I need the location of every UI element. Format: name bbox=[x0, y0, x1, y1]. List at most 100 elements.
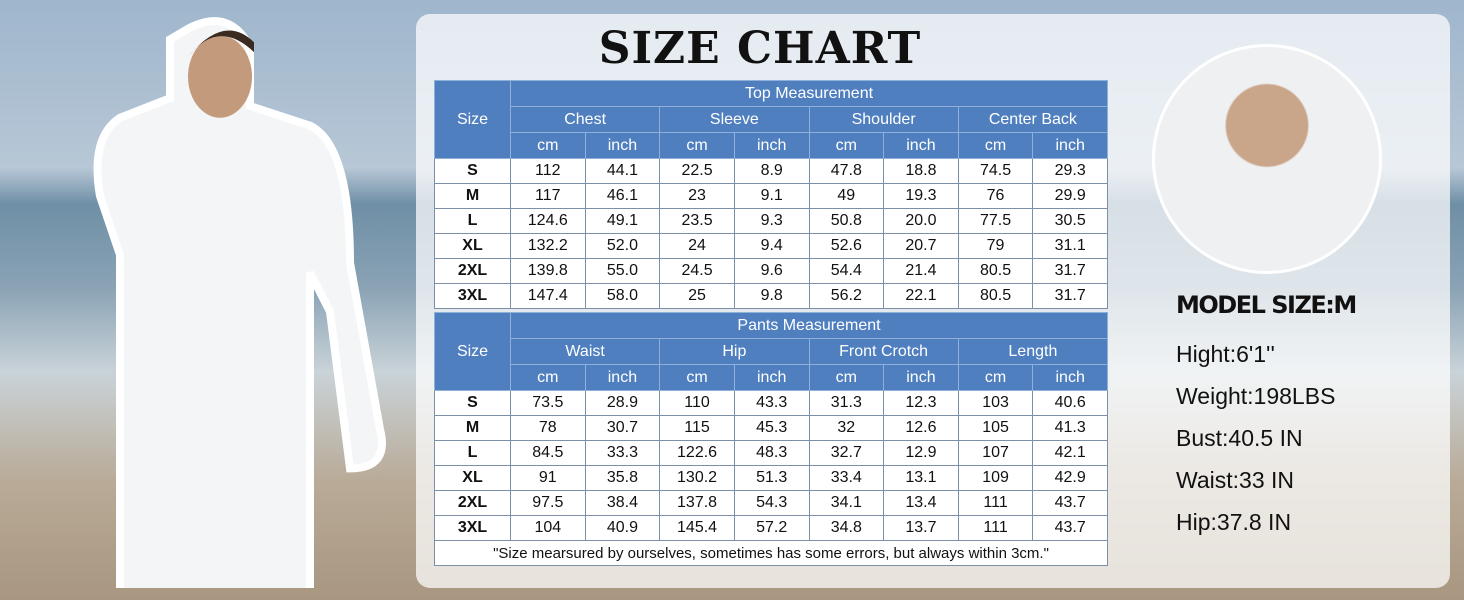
unit-header: inch bbox=[733, 132, 810, 159]
cell-value: 13.4 bbox=[883, 490, 959, 516]
cell-value: 107 bbox=[957, 440, 1034, 466]
table-row: L 124.6 49.1 23.5 9.3 50.8 20.0 77.5 30.5 bbox=[434, 208, 1108, 234]
cell-value: 20.7 bbox=[883, 233, 959, 259]
cell-value: 111 bbox=[957, 490, 1034, 516]
cell-value: 33.4 bbox=[808, 465, 885, 491]
cell-value: 32 bbox=[808, 415, 885, 441]
unit-header: inch bbox=[584, 364, 661, 391]
cell-value: 104 bbox=[510, 515, 586, 541]
size-header: Size bbox=[434, 80, 511, 159]
column-header: Hip bbox=[659, 338, 810, 365]
cell-value: 31.3 bbox=[808, 390, 885, 416]
cell-value: 54.4 bbox=[808, 258, 885, 284]
cell-value: 80.5 bbox=[957, 283, 1034, 309]
cell-value: 52.0 bbox=[584, 233, 661, 259]
page-title: SIZE CHART bbox=[598, 23, 922, 74]
cell-value: 84.5 bbox=[510, 440, 586, 466]
cell-value: 49.1 bbox=[584, 208, 661, 234]
model-stat: Bust:40.5 IN bbox=[1176, 425, 1303, 451]
size-cell: L bbox=[434, 440, 511, 466]
cell-value: 58.0 bbox=[584, 283, 661, 309]
cell-value: 115 bbox=[659, 415, 735, 441]
cell-value: 22.1 bbox=[883, 283, 959, 309]
unit-header: cm bbox=[510, 364, 586, 391]
cell-value: 43.7 bbox=[1032, 515, 1108, 541]
pants-measurement-table: Size Pants Measurement Waist Hip Front Crotc… bbox=[434, 312, 1109, 566]
model-stat: Hight:6'1'' bbox=[1176, 341, 1275, 367]
table-row: L 84.5 33.3 122.6 48.3 32.7 12.9 107 42.1 bbox=[434, 440, 1108, 466]
table-row: S 112 44.1 22.5 8.9 47.8 18.8 74.5 29.3 bbox=[434, 158, 1108, 184]
cell-value: 31.7 bbox=[1032, 258, 1108, 284]
cell-value: 9.6 bbox=[733, 258, 810, 284]
unit-header: cm bbox=[808, 132, 885, 159]
cell-value: 78 bbox=[510, 415, 586, 441]
cell-value: 29.3 bbox=[1032, 158, 1108, 184]
size-cell: S bbox=[434, 390, 511, 416]
cell-value: 40.6 bbox=[1032, 390, 1108, 416]
cell-value: 46.1 bbox=[584, 183, 661, 209]
cell-value: 32.7 bbox=[808, 440, 885, 466]
cell-value: 30.5 bbox=[1032, 208, 1108, 234]
section-heading: Top Measurement bbox=[510, 80, 1108, 107]
cell-value: 147.4 bbox=[510, 283, 586, 309]
model-stat: Weight:198LBS bbox=[1176, 383, 1336, 409]
unit-header: cm bbox=[957, 132, 1034, 159]
cell-value: 122.6 bbox=[659, 440, 735, 466]
size-cell: 2XL bbox=[434, 490, 511, 516]
cell-value: 9.3 bbox=[733, 208, 810, 234]
column-header: Chest bbox=[509, 106, 661, 133]
cell-value: 117 bbox=[510, 183, 586, 209]
cell-value: 19.3 bbox=[883, 183, 959, 209]
cell-value: 40.9 bbox=[584, 515, 661, 541]
cell-value: 23 bbox=[659, 183, 735, 209]
cell-value: 132.2 bbox=[510, 233, 586, 259]
unit-header: cm bbox=[659, 132, 735, 159]
cell-value: 9.4 bbox=[733, 233, 810, 259]
cell-value: 57.2 bbox=[733, 515, 810, 541]
cell-value: 8.9 bbox=[733, 158, 810, 184]
section-heading: Pants Measurement bbox=[510, 312, 1108, 339]
unit-header: inch bbox=[883, 364, 959, 391]
cell-value: 34.8 bbox=[808, 515, 885, 541]
size-header: Size bbox=[434, 312, 511, 391]
cell-value: 42.9 bbox=[1032, 465, 1108, 491]
cell-value: 74.5 bbox=[957, 158, 1034, 184]
cell-value: 91 bbox=[510, 465, 586, 491]
cell-value: 18.8 bbox=[883, 158, 959, 184]
column-header: Center Back bbox=[957, 106, 1109, 133]
cell-value: 97.5 bbox=[510, 490, 586, 516]
model-photo bbox=[93, 17, 386, 588]
cell-value: 35.8 bbox=[584, 465, 661, 491]
cell-value: 12.6 bbox=[883, 415, 959, 441]
unit-header: inch bbox=[584, 132, 661, 159]
cell-value: 20.0 bbox=[883, 208, 959, 234]
cell-value: 111 bbox=[957, 515, 1034, 541]
column-header: Sleeve bbox=[659, 106, 810, 133]
size-cell: XL bbox=[434, 233, 511, 259]
size-cell: L bbox=[434, 208, 511, 234]
cell-value: 51.3 bbox=[733, 465, 810, 491]
cell-value: 109 bbox=[957, 465, 1034, 491]
cell-value: 139.8 bbox=[510, 258, 586, 284]
cell-value: 43.7 bbox=[1032, 490, 1108, 516]
cell-value: 30.7 bbox=[584, 415, 661, 441]
cell-value: 42.1 bbox=[1032, 440, 1108, 466]
table-row: XL 132.2 52.0 24 9.4 52.6 20.7 79 31.1 bbox=[434, 233, 1108, 259]
cell-value: 31.1 bbox=[1032, 233, 1108, 259]
cell-value: 12.9 bbox=[883, 440, 959, 466]
size-cell: XL bbox=[434, 465, 511, 491]
column-header: Waist bbox=[509, 338, 661, 365]
cell-value: 145.4 bbox=[659, 515, 735, 541]
cell-value: 25 bbox=[659, 283, 735, 309]
size-cell: M bbox=[434, 183, 511, 209]
table-row: 2XL 97.5 38.4 137.8 54.3 34.1 13.4 111 43.7 bbox=[434, 490, 1108, 516]
cell-value: 49 bbox=[808, 183, 885, 209]
table-row: M 78 30.7 115 45.3 32 12.6 105 41.3 bbox=[434, 415, 1108, 441]
model-stat: Waist:33 IN bbox=[1176, 467, 1295, 493]
size-cell: 3XL bbox=[434, 515, 511, 541]
unit-header: inch bbox=[883, 132, 959, 159]
cell-value: 41.3 bbox=[1032, 415, 1108, 441]
size-cell: M bbox=[434, 415, 511, 441]
cell-value: 44.1 bbox=[584, 158, 661, 184]
unit-header: cm bbox=[659, 364, 735, 391]
